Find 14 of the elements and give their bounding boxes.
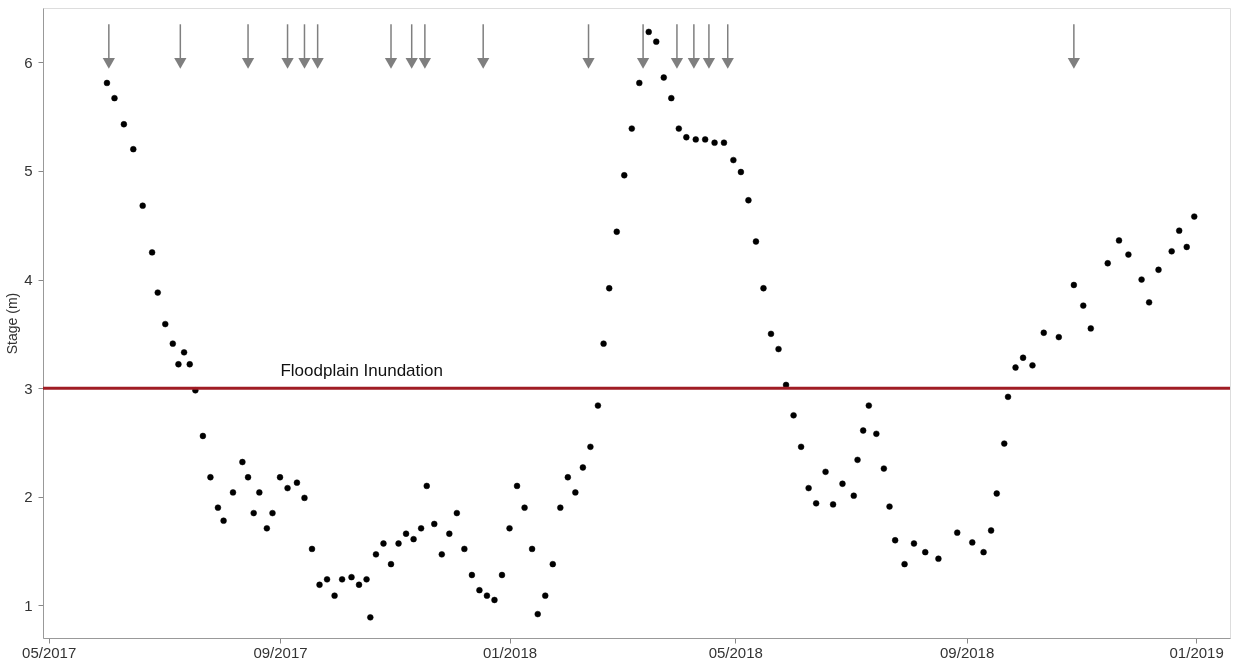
x-tick-label: 09/2018 [940, 643, 995, 661]
x-tick-label: 05/2018 [708, 643, 763, 661]
y-tick-label: 3 [24, 379, 33, 397]
y-tick-label: 4 [24, 271, 33, 289]
y-axis-title: Stage (m) [4, 292, 21, 355]
y-tick-label: 5 [24, 162, 33, 180]
x-tick-label: 09/2017 [253, 643, 308, 661]
y-tick-label: 2 [24, 488, 33, 506]
x-tick-label: 05/2017 [22, 643, 77, 661]
ref-line-label: Floodplain Inundation [280, 361, 443, 381]
y-tick-label: 6 [24, 53, 33, 71]
y-tick-label: 1 [24, 596, 33, 614]
x-tick-label: 01/2018 [482, 643, 538, 661]
x-tick-label: 01/2019 [1169, 643, 1224, 661]
